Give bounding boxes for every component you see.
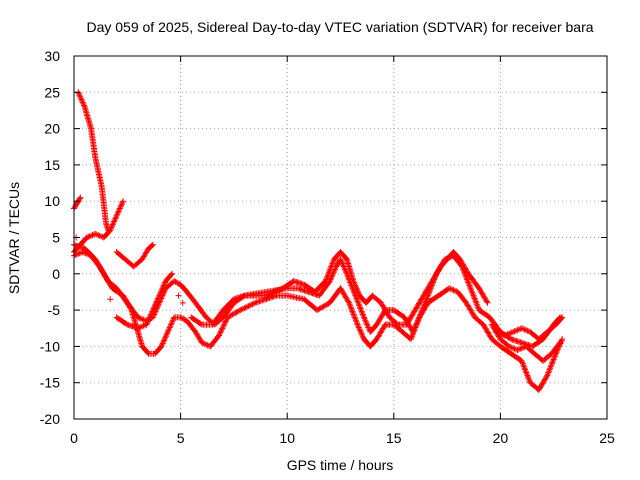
series-track-8 bbox=[188, 249, 491, 328]
y-tick-labels: -20 -15 -10 -5 0 5 10 15 20 25 30 bbox=[40, 48, 60, 427]
y-tick-label: 25 bbox=[44, 84, 60, 100]
x-tick-label: 25 bbox=[599, 430, 615, 446]
y-tick-label: -20 bbox=[40, 411, 60, 427]
x-tick-label: 0 bbox=[70, 430, 78, 446]
isolated-point bbox=[175, 292, 182, 299]
series-track-1 bbox=[75, 89, 112, 234]
y-tick-label: -15 bbox=[40, 375, 60, 391]
isolated-point bbox=[179, 299, 186, 306]
x-axis-label: GPS time / hours bbox=[287, 457, 394, 473]
x-tick-label: 5 bbox=[177, 430, 185, 446]
y-tick-label: 30 bbox=[44, 48, 60, 64]
series-track-9 bbox=[493, 314, 566, 343]
series-track-10 bbox=[488, 321, 564, 364]
y-tick-label: 5 bbox=[52, 230, 60, 246]
grid-lines bbox=[74, 56, 607, 419]
x-tick-labels: 0 5 10 15 20 25 bbox=[70, 430, 615, 446]
y-tick-label: 10 bbox=[44, 193, 60, 209]
y-tick-label: 15 bbox=[44, 157, 60, 173]
y-axis-label: SDTVAR / TECUs bbox=[6, 182, 22, 294]
x-tick-label: 10 bbox=[279, 430, 295, 446]
x-tick-label: 15 bbox=[386, 430, 402, 446]
y-tick-label: -5 bbox=[48, 302, 61, 318]
y-tick-label: -10 bbox=[40, 338, 60, 354]
plot-frame bbox=[73, 55, 608, 420]
series-track-2 bbox=[71, 194, 84, 212]
x-tick-label: 20 bbox=[493, 430, 509, 446]
isolated-point bbox=[77, 241, 84, 248]
chart-title: Day 059 of 2025, Sidereal Day-to-day VTE… bbox=[86, 19, 593, 35]
axis-ticks bbox=[73, 55, 608, 420]
isolated-point bbox=[107, 296, 114, 303]
y-tick-label: 0 bbox=[52, 266, 60, 282]
series-track-7 bbox=[113, 270, 176, 332]
series-track-6 bbox=[113, 241, 156, 270]
data-series-layer bbox=[71, 89, 566, 393]
y-tick-label: 20 bbox=[44, 121, 60, 137]
